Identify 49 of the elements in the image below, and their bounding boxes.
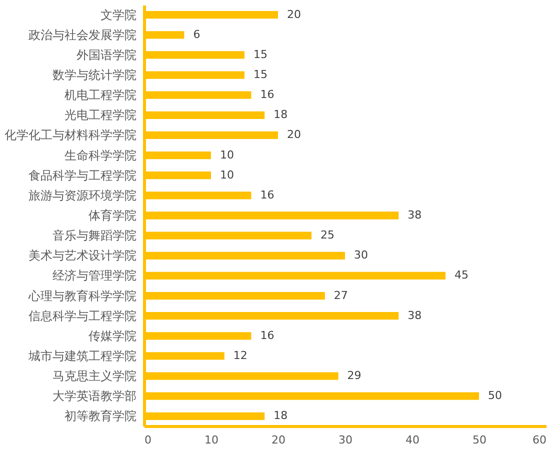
data-label: 12 (233, 348, 248, 362)
data-label: 18 (274, 108, 288, 122)
data-label: 10 (220, 148, 234, 162)
y-tick-label: 大学英语教学部 (52, 389, 136, 404)
data-label: 18 (274, 409, 288, 422)
x-tick-label: 20 (272, 434, 286, 446)
y-tick-label: 心理与教育科学学院 (28, 288, 136, 303)
y-tick-label: 政治与社会发展学院 (28, 28, 136, 42)
y-tick-label: 音乐与舞蹈学院 (52, 228, 136, 243)
data-label: 38 (408, 208, 422, 222)
y-tick-label: 马克思主义学院 (52, 369, 136, 384)
x-tick-label: 0 (144, 434, 152, 446)
data-label: 16 (260, 188, 274, 202)
x-tick-label: 50 (472, 434, 486, 446)
y-tick-label: 初等教育学院 (64, 409, 136, 424)
data-label: 50 (488, 389, 502, 402)
y-tick-label: 体育学院 (88, 208, 136, 222)
data-label: 15 (254, 48, 268, 61)
data-label: 45 (454, 268, 468, 282)
y-tick-label: 旅游与资源环境学院 (28, 188, 136, 202)
data-label: 10 (220, 168, 234, 182)
x-tick-label: 40 (406, 434, 420, 446)
y-tick-label: 外国语学院 (76, 48, 136, 62)
y-tick-label: 传媒学院 (88, 328, 136, 343)
data-label: 25 (320, 228, 334, 242)
data-label: 27 (334, 288, 348, 302)
x-tick-label: 10 (204, 434, 218, 446)
data-label: 20 (287, 8, 301, 21)
data-label: 38 (408, 308, 422, 322)
data-label: 29 (347, 369, 362, 382)
y-tick-label: 机电工程学院 (64, 88, 136, 102)
y-tick-label: 经济与管理学院 (52, 268, 136, 283)
y-tick-label: 光电工程学院 (64, 108, 136, 122)
x-tick-label: 60 (532, 434, 546, 446)
data-label: 20 (287, 128, 301, 142)
y-tick-label: 生命科学学院 (64, 148, 136, 162)
y-tick-label: 数学与统计学院 (52, 68, 136, 82)
y-tick-label: 美术与艺术设计学院 (28, 248, 136, 263)
data-label: 6 (193, 28, 200, 41)
data-label: 15 (254, 68, 268, 82)
y-tick-label: 文学院 (100, 8, 136, 22)
data-label: 30 (354, 248, 368, 262)
y-tick-label: 化学化工与材料科学学院 (4, 128, 136, 142)
data-label: 16 (260, 328, 274, 342)
data-label: 16 (260, 88, 274, 102)
y-tick-label: 信息科学与工程学院 (28, 308, 136, 323)
x-tick-label: 30 (338, 434, 352, 446)
y-tick-label: 城市与建筑工程学院 (28, 348, 136, 363)
y-tick-label: 食品科学与工程学院 (28, 168, 136, 182)
